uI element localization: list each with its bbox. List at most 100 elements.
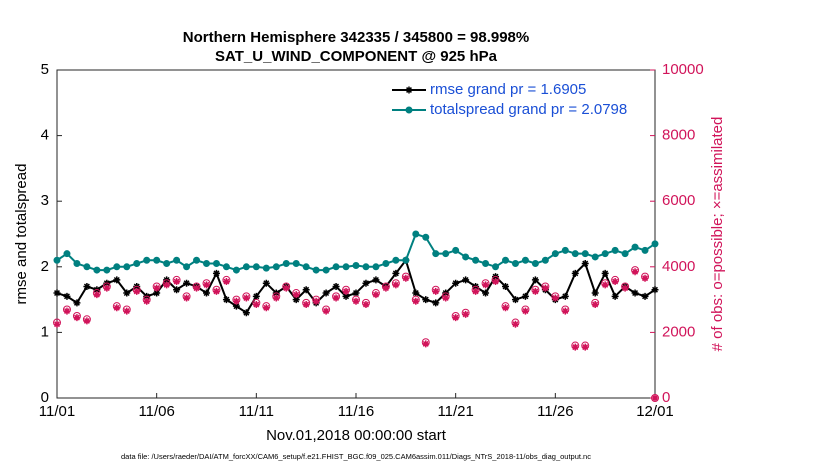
series-marker	[143, 256, 151, 264]
series-marker	[362, 263, 370, 271]
series-marker	[212, 260, 220, 268]
series-marker	[123, 263, 131, 271]
obs-count-marker	[631, 268, 639, 276]
obs-count-marker	[412, 297, 420, 305]
series-marker	[332, 263, 340, 271]
obs-count-marker	[173, 278, 181, 286]
obs-count-marker	[262, 304, 270, 312]
obs-count-marker	[442, 294, 450, 302]
series-marker	[252, 263, 260, 271]
obs-count-marker	[163, 281, 171, 289]
obs-count-marker	[322, 307, 330, 315]
series-marker	[412, 230, 420, 238]
obs-count-marker	[113, 304, 121, 312]
obs-count-marker	[462, 310, 470, 318]
series-marker	[312, 266, 320, 274]
series-marker	[462, 276, 470, 284]
legend-label: totalspread grand pr = 2.0798	[430, 101, 627, 118]
series-marker	[103, 266, 111, 274]
series-marker	[422, 296, 430, 304]
obs-count-marker	[422, 340, 430, 348]
obs-count-marker	[222, 278, 230, 286]
series-marker	[342, 263, 350, 271]
series-marker	[482, 289, 490, 297]
obs-count-marker	[571, 343, 579, 351]
series-marker	[93, 266, 101, 274]
series-marker	[521, 292, 529, 300]
series-marker	[282, 260, 290, 268]
series-marker	[521, 256, 529, 264]
chart-subtitle: SAT_U_WIND_COMPONENT @ 925 hPa	[215, 48, 498, 65]
y-tick-label: 4	[41, 127, 49, 144]
series-marker	[332, 282, 340, 290]
series-marker	[472, 256, 480, 264]
series-marker	[262, 264, 270, 272]
y2-tick-label: 8000	[662, 127, 695, 144]
obs-count-marker	[432, 287, 440, 295]
series-marker	[193, 256, 201, 264]
obs-count-marker	[511, 320, 519, 328]
series-marker	[83, 263, 91, 271]
obs-count-marker	[292, 291, 300, 299]
series-marker	[502, 282, 509, 290]
y-tick-label: 1	[41, 323, 49, 340]
x-tick-label: 12/01	[636, 403, 674, 420]
obs-count-marker	[352, 297, 360, 305]
obs-count-marker	[332, 294, 340, 302]
obs-count-marker	[362, 301, 370, 309]
series-marker	[581, 260, 589, 268]
series-marker	[651, 286, 659, 294]
series-marker	[83, 282, 91, 290]
obs-count-marker	[153, 284, 161, 292]
y-axis-label: rmse and totalspread	[13, 164, 30, 305]
x-tick-label: 11/16	[338, 403, 374, 420]
series-marker	[183, 279, 191, 287]
series-marker	[462, 253, 470, 261]
obs-count-marker	[611, 278, 619, 286]
series-marker	[113, 263, 121, 271]
obs-count-marker	[492, 278, 500, 286]
series-marker	[482, 260, 490, 268]
series-marker	[262, 279, 270, 287]
series-marker	[232, 266, 240, 274]
series-marker	[63, 250, 71, 258]
series-marker	[372, 276, 380, 284]
y2-tick-label: 10000	[662, 61, 704, 78]
legend-marker	[405, 106, 413, 114]
obs-count-marker	[651, 394, 659, 402]
obs-count-marker	[232, 297, 240, 305]
obs-count-marker	[312, 297, 320, 305]
series-marker	[352, 261, 360, 269]
x-tick-label: 11/11	[239, 403, 274, 420]
obs-count-marker	[83, 317, 91, 325]
y2-axis-label: # of obs: o=possible; ×=assimilated	[709, 117, 726, 352]
obs-count-marker	[641, 274, 649, 282]
x-tick-label: 11/01	[39, 403, 75, 420]
series-marker	[372, 263, 380, 271]
series-marker	[203, 260, 210, 268]
series-marker	[63, 292, 71, 300]
y-tick-label: 3	[41, 192, 49, 209]
series-marker	[422, 233, 430, 241]
obs-count-marker	[272, 294, 280, 302]
series-marker	[322, 289, 330, 297]
series-marker	[73, 299, 81, 307]
series-marker	[432, 250, 440, 258]
series-marker	[362, 279, 370, 287]
series-marker	[591, 253, 599, 261]
obs-count-marker	[193, 284, 201, 292]
obs-count-marker	[581, 343, 589, 351]
obs-count-marker	[402, 274, 410, 282]
obs-count-marker	[621, 284, 629, 292]
obs-count-marker	[502, 304, 509, 312]
series-marker	[452, 246, 460, 254]
series-marker	[601, 250, 609, 258]
series-marker	[541, 256, 549, 264]
series-marker	[631, 289, 639, 297]
series-marker	[382, 260, 390, 268]
series-marker	[531, 276, 539, 284]
series-marker	[442, 250, 450, 258]
chart-title: Northern Hemisphere 342335 / 345800 = 98…	[183, 29, 529, 46]
series-marker	[292, 260, 300, 268]
